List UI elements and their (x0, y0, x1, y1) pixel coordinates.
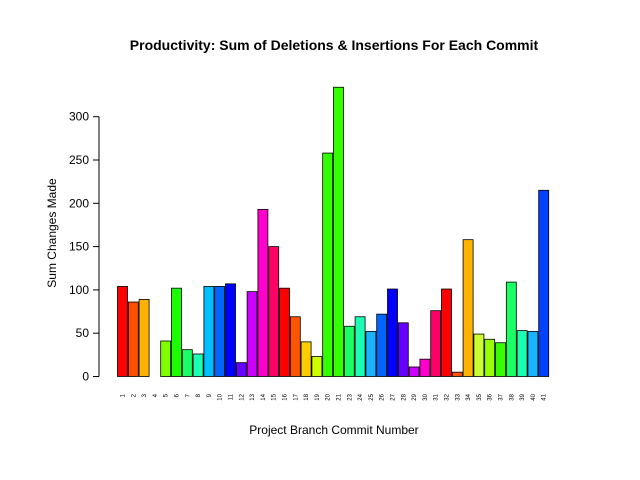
x-tick-label: 35 (477, 393, 483, 400)
x-axis-label: Project Branch Commit Number (249, 423, 418, 437)
x-tick-label: 17 (293, 393, 299, 400)
x-tick-label: 33 (455, 393, 461, 400)
x-tick-label: 15 (272, 393, 278, 400)
bar-35 (473, 333, 485, 377)
x-tick-label: 36 (488, 393, 494, 400)
bar-31 (430, 310, 442, 377)
bar-29 (408, 366, 420, 377)
x-tick-label: 24 (358, 393, 364, 400)
bar-30 (419, 358, 431, 377)
x-tick-label: 41 (542, 393, 548, 400)
bar-15 (268, 246, 280, 377)
x-tick-labels: 1 2 3 4 5 6 7 8 9 10 11 12 13 14 15 16 17 18 19 20 21 23 24 25 2… (121, 393, 548, 400)
bar-18 (300, 341, 312, 377)
y-axis: 0 50 100 150 200 250 300 (69, 110, 100, 384)
x-tick-label: 4 (153, 393, 159, 397)
bars (117, 86, 550, 377)
y-tick-label: 0 (82, 370, 89, 384)
bar-24 (354, 316, 366, 377)
bar-23 (343, 325, 355, 377)
x-tick-label: 1 (121, 393, 127, 397)
bar-1 (117, 286, 128, 377)
y-tick-label: 300 (69, 110, 89, 124)
bar-7 (181, 349, 193, 377)
x-tick-label: 25 (369, 393, 375, 400)
bar-38 (505, 281, 517, 377)
x-tick-label: 5 (164, 393, 170, 397)
bar-9 (203, 286, 215, 377)
bar-13 (246, 291, 258, 377)
x-tick-label: 34 (466, 393, 472, 400)
x-tick-label: 39 (520, 393, 526, 400)
bar-32 (441, 288, 452, 377)
bar-40 (527, 331, 539, 377)
y-tick-label: 200 (69, 196, 89, 210)
x-tick-label: 9 (207, 393, 213, 397)
y-tick-label: 100 (69, 283, 89, 297)
bar-11 (225, 283, 236, 377)
x-tick-label: 31 (434, 393, 440, 400)
x-tick-label: 30 (423, 393, 429, 400)
bar-26 (376, 313, 388, 377)
bar-21 (333, 86, 344, 377)
x-tick-label: 14 (261, 393, 267, 400)
bar-25 (365, 331, 377, 377)
bar-37 (495, 342, 506, 377)
x-tick-label: 28 (401, 393, 407, 400)
bar-27 (387, 288, 398, 377)
x-tick-label: 10 (218, 393, 224, 400)
x-tick-label: 26 (380, 393, 386, 400)
bar-36 (484, 338, 496, 377)
y-tick-label: 250 (69, 153, 89, 167)
x-tick-label: 32 (445, 393, 451, 400)
x-tick-label: 6 (175, 393, 181, 397)
bar-8 (192, 353, 204, 377)
bar-33 (451, 371, 463, 377)
bar-3 (138, 299, 150, 377)
x-tick-label: 7 (185, 393, 191, 397)
bar-16 (279, 287, 290, 377)
x-tick-label: 23 (347, 393, 353, 400)
x-tick-label: 11 (229, 393, 235, 400)
x-tick-label: 12 (239, 393, 245, 400)
x-tick-label: 37 (499, 393, 505, 400)
x-tick-label: 40 (531, 393, 537, 400)
bar-19 (311, 356, 323, 377)
y-tick-label: 50 (76, 326, 90, 340)
x-tick-label: 3 (142, 393, 148, 397)
bar-41 (538, 189, 550, 377)
bar-6 (171, 287, 182, 377)
bar-28 (397, 322, 409, 377)
bar-17 (289, 316, 301, 377)
x-tick-label: 16 (283, 393, 289, 400)
x-tick-label: 27 (391, 393, 397, 400)
x-tick-label: 2 (131, 393, 137, 397)
x-tick-label: 38 (509, 393, 515, 400)
bar-20 (322, 152, 334, 377)
x-tick-label: 29 (412, 393, 418, 400)
bar-12 (235, 362, 247, 377)
x-tick-label: 19 (315, 393, 321, 400)
bar-39 (516, 330, 528, 377)
x-tick-label: 8 (196, 393, 202, 397)
bar-14 (257, 208, 269, 377)
x-tick-label: 18 (304, 393, 310, 400)
bar-2 (127, 301, 139, 377)
x-tick-label: 20 (326, 393, 332, 400)
y-axis-label: Sum Changes Made (45, 178, 59, 288)
bar-10 (214, 286, 226, 377)
bar-5 (160, 340, 172, 377)
x-tick-label: 21 (337, 393, 343, 400)
bar-34 (462, 239, 474, 377)
x-tick-label: 13 (250, 393, 256, 400)
y-tick-label: 150 (69, 240, 89, 254)
chart-title: Productivity: Sum of Deletions & Inserti… (130, 37, 539, 53)
